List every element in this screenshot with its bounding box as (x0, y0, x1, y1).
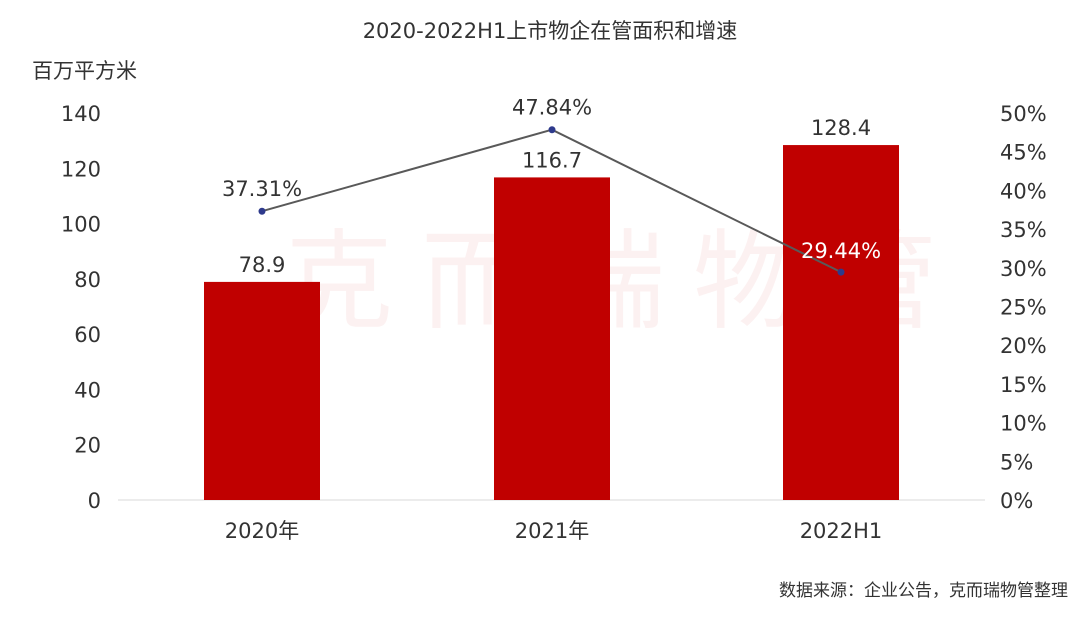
y-tick-label: 100 (61, 213, 101, 237)
y2-tick-label: 5% (1000, 450, 1033, 474)
growth-rate-label: 37.31% (222, 177, 302, 201)
y2-tick-label: 30% (1000, 257, 1047, 281)
growth-rate-label: 47.84% (512, 96, 592, 120)
y2-tick-label: 40% (1000, 179, 1047, 203)
x-tick-label: 2020年 (225, 519, 299, 543)
bar (204, 281, 320, 500)
y2-tick-label: 10% (1000, 412, 1047, 436)
y-tick-label: 80 (74, 268, 101, 292)
y-axis-label: 百万平方米 (32, 59, 137, 83)
bar-value-label: 116.7 (522, 148, 582, 172)
growth-point (548, 126, 556, 134)
x-tick-label: 2022H1 (800, 519, 883, 543)
y-tick-label: 20 (74, 434, 101, 458)
y-tick-label: 0 (88, 489, 101, 513)
y2-tick-label: 50% (1000, 102, 1047, 126)
bar (494, 177, 610, 501)
y-tick-label: 120 (61, 157, 101, 181)
bar-value-label: 78.9 (239, 253, 286, 277)
x-tick-label: 2021年 (515, 519, 589, 543)
growth-point (837, 268, 845, 276)
y2-tick-label: 0% (1000, 489, 1033, 513)
y-tick-label: 60 (74, 323, 101, 347)
y-tick-label: 140 (61, 102, 101, 126)
chart-title: 2020-2022H1上市物企在管面积和增速 (363, 19, 738, 43)
y-tick-label: 40 (74, 378, 101, 402)
y2-tick-label: 25% (1000, 296, 1047, 320)
source-note: 数据来源：企业公告，克而瑞物管整理 (779, 581, 1068, 601)
bar (783, 145, 899, 500)
y2-tick-label: 20% (1000, 334, 1047, 358)
growth-rate-label: 29.44% (801, 239, 881, 263)
y2-tick-label: 15% (1000, 373, 1047, 397)
y2-tick-label: 45% (1000, 141, 1047, 165)
y2-tick-label: 35% (1000, 218, 1047, 242)
growth-point (258, 207, 266, 215)
bar-value-label: 128.4 (811, 116, 871, 140)
